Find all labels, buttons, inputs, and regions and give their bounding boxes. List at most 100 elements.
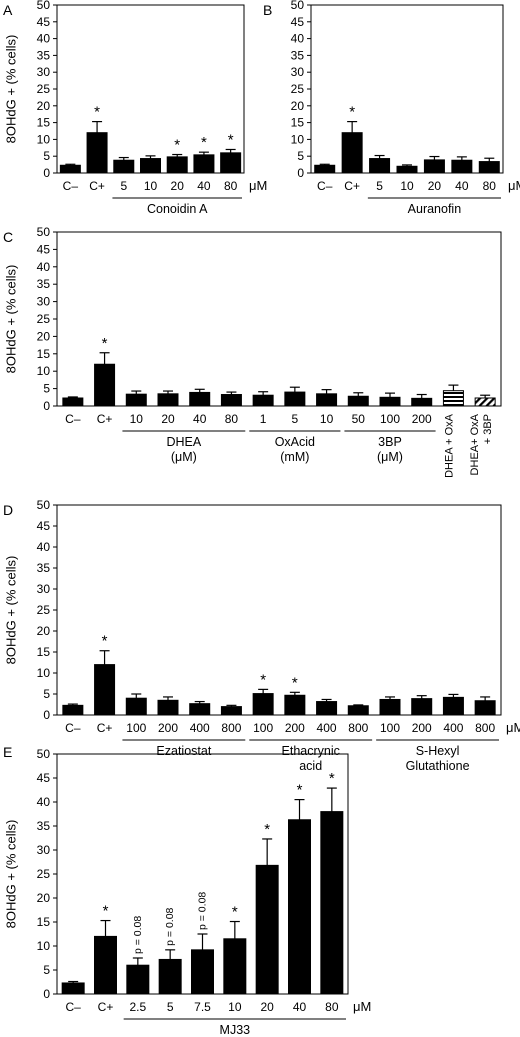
panel-c-bar — [474, 397, 496, 407]
panel-d-ytick-label: 15 — [37, 645, 51, 659]
panel-d-bar — [474, 700, 496, 716]
panel-b-bar — [478, 161, 500, 174]
panel-e-bar — [61, 982, 85, 995]
panel-a-ytick-label: 45 — [37, 15, 51, 29]
panel-d-bar — [125, 697, 147, 716]
panel-d-ytick-label: 25 — [37, 603, 51, 617]
panel-e-xtick-label: 5 — [167, 1000, 174, 1014]
panel-c-xtick-label: 40 — [193, 412, 207, 426]
panel-e-xtick-label: 10 — [228, 1000, 242, 1014]
panel-d-xtick-label: 200 — [285, 721, 305, 735]
panel-c-xtick-label: + 3BP — [482, 414, 494, 444]
panel-a-xtick-label: C+ — [89, 179, 105, 193]
panel-c-bar — [252, 394, 274, 407]
panel-e-bar — [158, 958, 182, 995]
panel-b-xtick-label: C+ — [344, 179, 360, 193]
panel-c-bar — [220, 394, 242, 407]
panel-c-group-label: 3BP — [378, 435, 402, 449]
panel-d-ytick-label: 50 — [37, 498, 51, 512]
panel-a-ytick-label: 50 — [37, 0, 51, 12]
panel-b-ytick-label: 50 — [291, 0, 305, 12]
panel-c-bar — [94, 363, 116, 407]
panel-a-xtick-label: 80 — [224, 179, 238, 193]
panel-e-group-label: MJ33 — [220, 1023, 251, 1037]
panel-b: B 0 5 10 15 20 25 30 35 40 45 50 C– * C+ 5 10 20 40 80 μM Au… — [263, 0, 520, 216]
panel-d-group-label: Ethacrynic — [282, 744, 340, 758]
panel-c-xtick-label: 50 — [352, 412, 366, 426]
panel-c-bar — [379, 396, 401, 407]
panel-d-significance-star: * — [260, 671, 266, 688]
panel-a: A 0 5 10 15 20 25 30 35 40 45 50 8OHdG + (% cells) C… — [3, 0, 267, 216]
panel-c-bar — [62, 397, 84, 407]
panel-b-ytick-label: 0 — [297, 166, 304, 180]
panel-b-ytick-label: 15 — [291, 116, 305, 130]
panel-a-xtick-label: 5 — [120, 179, 127, 193]
panel-e-significance-star: * — [329, 770, 335, 787]
panel-e-bar — [126, 964, 150, 995]
panel-a-bar — [193, 154, 215, 174]
panel-e-significance-star: * — [103, 903, 109, 920]
panel-c-bar — [411, 397, 433, 407]
panel-b-xtick-label: 20 — [428, 179, 442, 193]
panel-a-ytick-label: 15 — [37, 116, 51, 130]
panel-a-bar — [166, 156, 188, 174]
panel-e-ytick-label: 30 — [37, 843, 51, 857]
panel-e-y-axis-label: 8OHdG + (% cells) — [4, 820, 19, 929]
panel-e-ytick-label: 10 — [37, 939, 51, 953]
panel-b-label: B — [263, 2, 272, 18]
panel-e-significance-star: * — [297, 782, 303, 799]
panel-a-ytick-label: 0 — [43, 166, 50, 180]
panel-b-bar — [369, 158, 391, 174]
panel-c-ytick-label: 30 — [37, 295, 51, 309]
panel-c-bar — [189, 391, 211, 407]
panel-c-xtick-label: DHEA + OxA — [443, 413, 455, 478]
panel-a-ytick-label: 5 — [43, 149, 50, 163]
panel-d-bar — [316, 701, 338, 716]
panel-c-xtick-label: 10 — [130, 412, 144, 426]
panel-d-bar — [189, 703, 211, 716]
panel-d-ytick-label: 30 — [37, 582, 51, 596]
panel-b-unit-label: μM — [508, 178, 520, 193]
panel-d-xtick-label: C– — [65, 721, 81, 735]
panel-c-bar — [157, 393, 179, 407]
panel-c-xtick-label: 200 — [412, 412, 432, 426]
panel-d-ytick-label: 40 — [37, 540, 51, 554]
panel-a-significance-star: * — [228, 131, 234, 148]
panel-e-bar — [320, 811, 344, 995]
panel-a-bar — [86, 132, 108, 174]
panel-b-bar — [314, 164, 336, 174]
panel-b-bar — [451, 159, 473, 174]
panel-a-plot-frame — [56, 4, 245, 174]
panel-c-xtick-label: 100 — [380, 412, 400, 426]
panel-a-ytick-label: 20 — [37, 99, 51, 113]
panel-d-ytick-label: 5 — [43, 687, 50, 701]
panel-b-plot-frame — [310, 4, 504, 174]
panel-e-p-value-annotation: p = 0.08 — [132, 916, 144, 954]
panel-b-bar — [396, 165, 418, 174]
panel-c-group-label: OxAcid — [275, 435, 315, 449]
panel-d-xtick-label: 100 — [253, 721, 273, 735]
panel-e-bar — [223, 938, 247, 995]
panel-a-y-axis-label: 8OHdG + (% cells) — [4, 35, 19, 144]
panel-d-bar — [442, 696, 464, 716]
panel-a-ytick-label: 35 — [37, 48, 51, 62]
panel-d-bar — [379, 698, 401, 716]
panel-b-xtick-label: C– — [317, 179, 333, 193]
panel-d-significance-star: * — [102, 633, 108, 650]
panel-e-xtick-label: 20 — [260, 1000, 274, 1014]
panel-a-ytick-label: 40 — [37, 32, 51, 46]
panel-b-significance-star: * — [349, 104, 355, 121]
panel-c-ytick-label: 5 — [43, 382, 50, 396]
panel-c-ytick-label: 20 — [37, 329, 51, 343]
panel-d-ytick-label: 0 — [43, 708, 50, 722]
panel-c-group-label: DHEA — [166, 435, 201, 449]
panel-e-ytick-label: 5 — [43, 963, 50, 977]
panel-d-bar — [220, 706, 242, 716]
panel-c-plot-frame — [56, 231, 502, 407]
panel-a-xtick-label: 20 — [171, 179, 185, 193]
panel-a-significance-star: * — [174, 137, 180, 154]
panel-a-xtick-label: C– — [63, 179, 79, 193]
panel-d-group-label: Ezatiostat — [156, 744, 211, 758]
panel-c-label: C — [3, 229, 13, 245]
